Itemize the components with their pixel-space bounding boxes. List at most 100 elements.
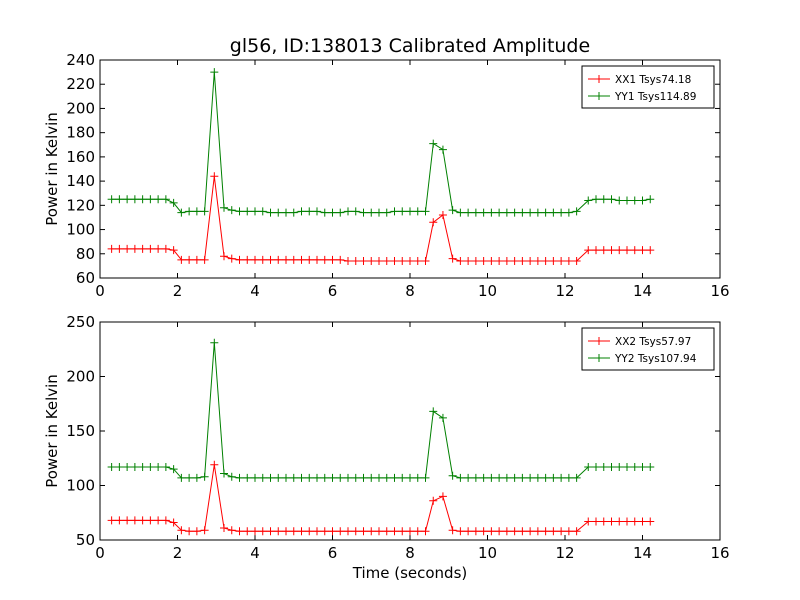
top-series-2-point: [638, 196, 647, 205]
top-series-1-point: [130, 244, 139, 253]
bottom-series-1-point: [615, 517, 624, 526]
bottom-series-1-point: [448, 526, 457, 535]
top-series-1-point: [344, 257, 352, 266]
bottom-series-2-point: [406, 473, 414, 482]
bottom-series-2-point: [336, 473, 345, 482]
bottom-series-1-point: [464, 527, 473, 536]
top-series-1-point: [518, 257, 527, 266]
bottom-series-2-point: [115, 462, 124, 471]
top-series-2-point: [413, 207, 422, 216]
top-series-2-point: [130, 195, 139, 204]
top-series-2-point: [146, 195, 155, 204]
top-series-1-point: [456, 257, 465, 266]
top-series-2-point: [266, 208, 275, 217]
top-legend-marker-1: [595, 75, 603, 83]
bottom-series-1-point: [235, 527, 244, 536]
bottom-legend-marker-2: [595, 354, 603, 362]
bottom-series-2-point: [177, 473, 186, 482]
top-series-1-point: [192, 255, 201, 264]
bottom-series-1-point: [502, 527, 511, 536]
top-x-tick-label: 16: [710, 282, 729, 300]
top-series-1-point: [138, 244, 147, 253]
top-series-1-point: [282, 255, 290, 264]
top-series-2-point: [282, 208, 290, 217]
top-series-1-point: [146, 244, 155, 253]
top-plot-area: 0 2 4 6 8 10 12 14 16 60 80 100 120 140 160 180 200 220 24…: [66, 51, 729, 300]
top-series-2-point: [320, 208, 329, 217]
top-series-1-point: [429, 218, 438, 227]
top-series-1-point: [305, 255, 314, 264]
bottom-series-2-point: [557, 473, 566, 482]
bottom-x-tick-label: 6: [328, 544, 338, 562]
bottom-series-2-point: [564, 473, 573, 482]
bottom-series-2-point: [390, 473, 399, 482]
bottom-x-tick-label: 2: [173, 544, 183, 562]
top-series-1-point: [533, 257, 542, 266]
top-series-1-point: [297, 255, 306, 264]
top-series-1-point: [375, 257, 383, 266]
bottom-series-1-point: [274, 527, 283, 536]
top-x-tick-label: 10: [478, 282, 497, 300]
bottom-series-2-point: [154, 462, 163, 471]
bottom-series-1-point: [138, 516, 147, 525]
bottom-series-1-point: [367, 527, 376, 536]
top-series-2-point: [305, 207, 314, 216]
top-series-2-point: [518, 208, 527, 217]
bottom-series-2-point: [438, 413, 447, 422]
bottom-series-1-point: [607, 517, 616, 526]
bottom-series-1-point: [390, 527, 399, 536]
bottom-series-1-point: [398, 527, 407, 536]
top-series-1-point: [382, 257, 391, 266]
top-y-tick-label: 240: [66, 51, 95, 69]
bottom-subplot: Power in Kelvin Time (seconds) 0 2 4 6 8 10 12…: [43, 313, 730, 582]
bottom-series-2-point: [487, 473, 496, 482]
top-series-2-point: [607, 195, 616, 204]
top-series-1-point: [471, 257, 480, 266]
top-series-2-point: [336, 208, 345, 217]
top-x-tick-label: 14: [633, 282, 652, 300]
bottom-series-2-point: [200, 472, 209, 481]
top-series-2-point: [382, 208, 391, 217]
bottom-series-2-point: [526, 473, 535, 482]
top-series-1-point: [487, 257, 496, 266]
bottom-series-1-point: [549, 527, 558, 536]
top-series-1-point: [464, 257, 473, 266]
top-series-2-point: [367, 208, 376, 217]
top-series-2-point: [138, 195, 147, 204]
top-series-1-point: [615, 246, 624, 255]
bottom-x-tick-label: 16: [710, 544, 729, 562]
top-series-2-point: [297, 207, 306, 216]
bottom-series-2-point: [313, 473, 321, 482]
bottom-series-1-point: [557, 527, 566, 536]
bottom-series-1-point: [599, 517, 608, 526]
bottom-x-tick-label: 14: [633, 544, 652, 562]
bottom-series-1-point: [282, 527, 290, 536]
bottom-series-1-point: [526, 527, 535, 536]
top-series-2-point: [235, 207, 244, 216]
bottom-series-2-point: [266, 473, 275, 482]
bottom-series-2-point: [502, 473, 511, 482]
top-series-1-point: [592, 246, 600, 255]
top-series-2-point: [510, 208, 519, 217]
bottom-x-tick-label: 12: [555, 544, 574, 562]
top-series-1-point: [607, 246, 616, 255]
top-series-2-point: [646, 195, 655, 204]
bottom-legend-label-1: XX2 Tsys57.97: [615, 336, 691, 348]
bottom-series-1-point: [185, 527, 194, 536]
bottom-series-1-point: [382, 527, 391, 536]
top-series-2-point: [161, 195, 170, 204]
top-series-2-point: [154, 195, 163, 204]
top-series-1-point: [398, 257, 407, 266]
bottom-series-2-point: [572, 473, 581, 482]
top-series-2-point: [630, 196, 639, 205]
top-series-2-point: [456, 208, 465, 217]
bottom-series-2-point: [344, 473, 352, 482]
top-series-1-point: [359, 257, 368, 266]
top-series-2-point: [406, 207, 414, 216]
top-series-1-point: [421, 257, 430, 266]
bottom-series-2-point: [630, 462, 639, 471]
bottom-series-1-point: [471, 527, 480, 536]
bottom-series-1-point: [479, 527, 488, 536]
top-series-2-point: [487, 208, 496, 217]
bottom-x-tick-label: 4: [250, 544, 260, 562]
